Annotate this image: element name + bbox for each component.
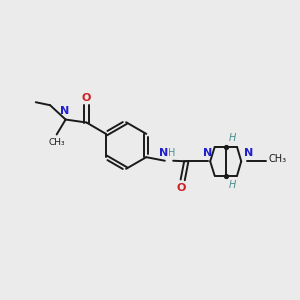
Text: O: O xyxy=(177,183,186,193)
Text: H: H xyxy=(168,148,175,158)
Text: N: N xyxy=(59,106,69,116)
Text: H: H xyxy=(229,180,236,190)
Text: H: H xyxy=(229,133,236,143)
Text: N: N xyxy=(159,148,168,158)
Text: CH₃: CH₃ xyxy=(268,154,286,164)
Text: O: O xyxy=(82,93,91,103)
Text: N: N xyxy=(202,148,212,158)
Text: N: N xyxy=(244,148,254,158)
Text: CH₃: CH₃ xyxy=(48,138,65,147)
